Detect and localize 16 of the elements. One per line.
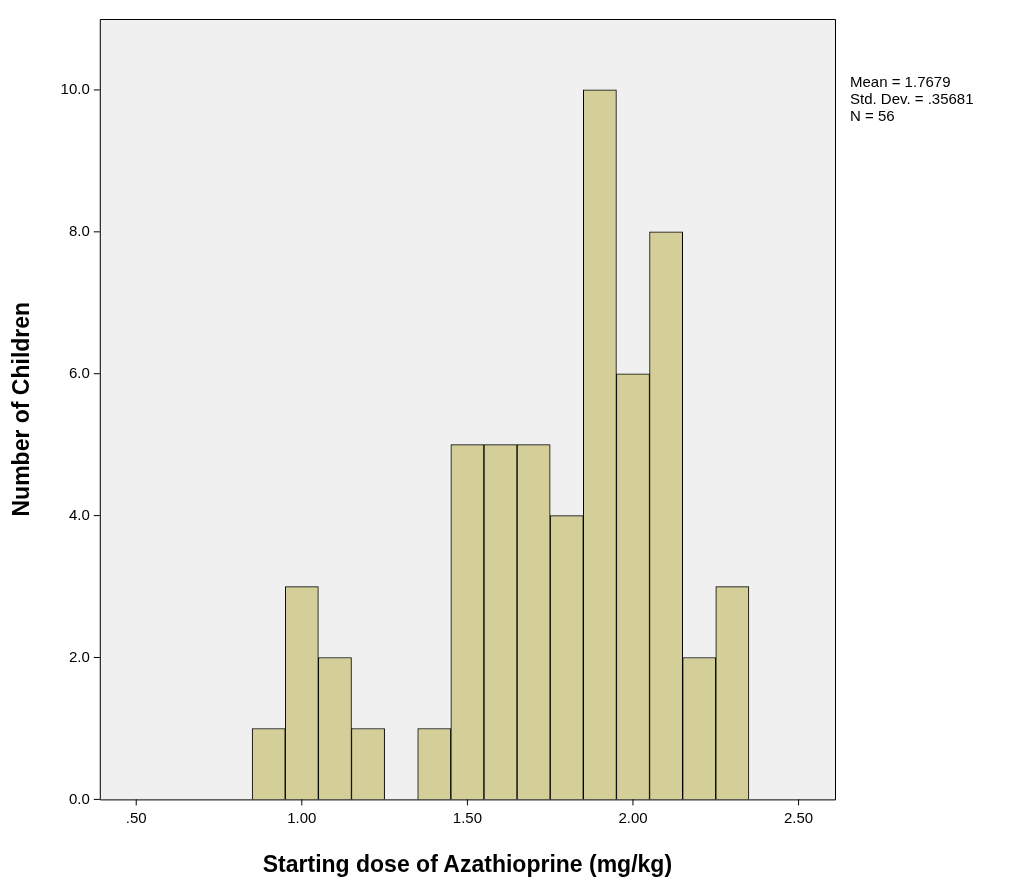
y-tick-label: 6.0 [68, 363, 90, 381]
x-tick-label: 2.00 [618, 808, 648, 826]
y-tick-label: 10.0 [60, 80, 90, 98]
y-tick-label: 0.0 [68, 789, 90, 807]
text: N = 56 [850, 106, 895, 124]
x-tick-label: .50 [125, 808, 147, 826]
x-tick-label: 2.50 [783, 808, 814, 826]
x-axis-title: Starting dose of Azathioprine (mg/kg) [262, 850, 673, 877]
x-tick-label: 1.00 [287, 808, 317, 826]
text: Std. Dev. = .35681 [850, 89, 974, 107]
text: Mean = 1.7679 [850, 72, 951, 90]
x-tick-label: 1.50 [452, 808, 482, 826]
y-tick-label: 4.0 [68, 505, 90, 523]
y-tick-label: 8.0 [68, 221, 90, 239]
y-axis-title: Number of Children [8, 301, 35, 517]
y-tick-label: 2.0 [68, 647, 90, 665]
